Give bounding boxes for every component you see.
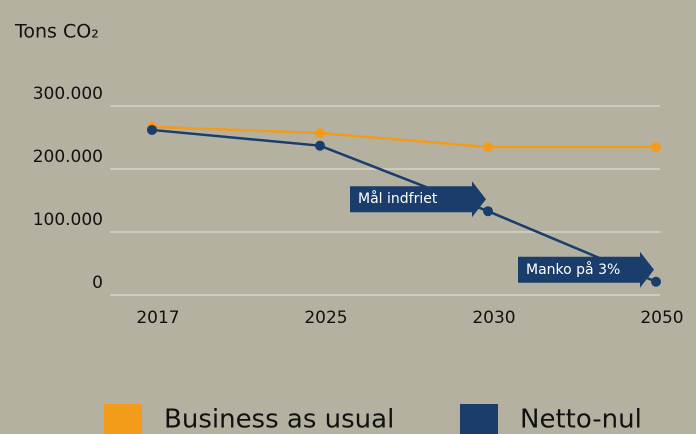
data-point bbox=[315, 128, 325, 139]
series-line bbox=[151, 125, 656, 149]
legend-swatch bbox=[104, 404, 142, 434]
y-tick-label: 300.000 bbox=[33, 84, 103, 104]
annotation-arrow bbox=[350, 181, 486, 218]
y-tick-label: 100.000 bbox=[33, 210, 103, 230]
annotation: Manko på 3% bbox=[526, 261, 620, 278]
legend-swatch bbox=[460, 404, 498, 434]
y-axis-title: Tons CO₂ bbox=[14, 21, 99, 43]
data-point bbox=[147, 124, 157, 135]
legend-label: Business as usual bbox=[164, 405, 394, 434]
y-tick-label: 0 bbox=[92, 273, 103, 293]
legend-label: Netto-nul bbox=[520, 405, 642, 434]
data-point bbox=[651, 276, 661, 287]
data-point bbox=[651, 141, 661, 152]
y-tick-label: 200.000 bbox=[33, 147, 103, 167]
x-tick-label: 2025 bbox=[304, 308, 347, 328]
annotation-arrow bbox=[518, 251, 654, 288]
data-point bbox=[483, 206, 493, 217]
x-tick-label: 2017 bbox=[136, 308, 179, 328]
x-tick-label: 2050 bbox=[640, 308, 683, 328]
x-tick-label: 2030 bbox=[472, 308, 515, 328]
series-line bbox=[151, 128, 657, 283]
data-point bbox=[483, 141, 493, 152]
data-point bbox=[315, 140, 325, 151]
annotation: Mål indfriet bbox=[358, 190, 438, 207]
